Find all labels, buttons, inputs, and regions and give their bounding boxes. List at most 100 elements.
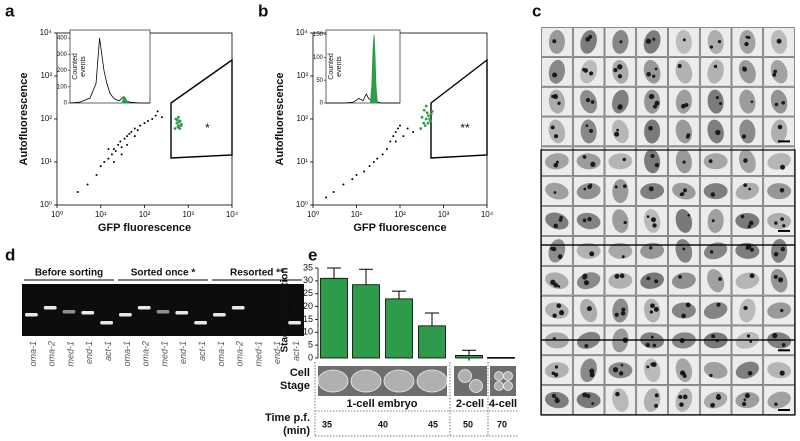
nucleus [683, 188, 687, 193]
embryo [612, 209, 629, 233]
nucleus [553, 162, 559, 168]
y-tick-label: 20 [303, 301, 313, 311]
nucleus [617, 104, 623, 110]
nucleus [588, 34, 593, 39]
nucleus [646, 38, 652, 44]
nucleus [589, 183, 593, 187]
nucleus [651, 361, 657, 368]
nucleus [617, 64, 623, 70]
embryo-image [636, 27, 668, 57]
x-tick-label: 10² [139, 210, 151, 219]
nucleus [749, 247, 754, 252]
embryo-image [572, 176, 605, 206]
embryo [767, 362, 792, 379]
x-tick-label: 10³ [438, 210, 450, 219]
inset-y-tick-label: 150 [313, 32, 324, 38]
nucleus [711, 334, 716, 339]
y-tick-label: 10 [303, 327, 313, 337]
nucleus [650, 217, 656, 223]
gel-band [231, 306, 245, 310]
gel-band [194, 321, 207, 325]
embryo [767, 302, 792, 319]
nucleus [715, 129, 721, 136]
embryo-image [699, 146, 732, 177]
nucleus [649, 310, 654, 314]
embryo [767, 183, 792, 200]
embryo-image [731, 206, 764, 236]
embryo-image [763, 295, 795, 326]
nucleus [614, 312, 619, 317]
embryo-image [636, 116, 668, 147]
embryo [703, 153, 728, 170]
nucleus [776, 39, 781, 43]
embryo-image [604, 27, 637, 57]
y-tick-label: 10² [40, 114, 52, 123]
nucleus [557, 254, 563, 260]
embryo-image [604, 295, 637, 326]
lane-label: med-1 [253, 341, 263, 367]
nucleus [743, 305, 748, 311]
embryo-image [572, 265, 605, 296]
nucleus [652, 104, 658, 109]
gel-band [119, 313, 132, 317]
embryo [350, 369, 382, 393]
embryo [580, 119, 597, 144]
embryo [707, 89, 724, 114]
data-point [120, 146, 123, 149]
nucleus [715, 96, 719, 100]
embryo-image [541, 86, 573, 117]
nucleus [587, 306, 591, 310]
data-point [402, 135, 405, 138]
embryo-image [763, 265, 795, 296]
nucleus [552, 39, 557, 44]
gel-band [213, 313, 226, 317]
nucleus [681, 313, 686, 319]
stage-image [490, 366, 516, 396]
nucleus [586, 393, 591, 399]
embryo-image [763, 176, 795, 206]
gel-band [175, 311, 189, 315]
embryo [675, 89, 692, 114]
panel-label: d [5, 245, 15, 264]
nucleus [558, 310, 565, 316]
nucleus [774, 221, 778, 225]
nucleus [719, 102, 723, 106]
embryo-image [636, 385, 668, 415]
embryo-image [604, 57, 637, 87]
data-point [363, 170, 366, 173]
nucleus [555, 397, 558, 400]
embryo-image [604, 146, 637, 177]
x-tick-label: 10² [394, 210, 406, 219]
nucleus [741, 134, 747, 139]
embryo-image [731, 146, 764, 177]
data-point [429, 112, 433, 116]
y-tick-label: 10⁰ [40, 200, 52, 209]
nucleus [745, 245, 750, 250]
embryo-image [699, 86, 732, 117]
data-point [117, 143, 120, 146]
inset-frame [69, 29, 151, 104]
inset-y-tick-label: 300 [57, 52, 68, 58]
y-tick-label: 10⁴ [40, 28, 53, 37]
embryo-image [636, 295, 668, 326]
nucleus [743, 398, 747, 402]
nucleus [741, 401, 747, 407]
nucleus [744, 393, 750, 399]
data-point [156, 110, 159, 113]
nucleus [679, 192, 684, 197]
y-tick-label: 10¹ [40, 157, 52, 166]
embryo-image [731, 355, 764, 385]
embryo [735, 361, 759, 379]
nucleus [779, 188, 785, 193]
lane-label: oma-1 [122, 341, 132, 367]
embryo-image [604, 86, 637, 117]
data-point [133, 127, 136, 130]
data-point [397, 127, 400, 130]
embryo-image [668, 206, 700, 236]
embryo [770, 89, 788, 114]
y-tick-label: 5 [308, 340, 313, 350]
embryo-image [636, 176, 668, 206]
nucleus [742, 66, 746, 70]
blastomere [469, 379, 483, 393]
inset-y-tick-label: 400 [57, 36, 68, 42]
